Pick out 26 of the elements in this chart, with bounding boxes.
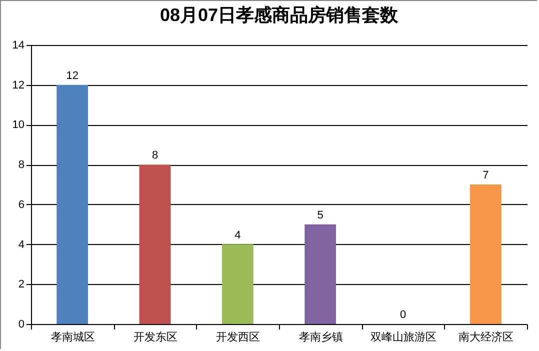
y-tick-label: 10 (12, 119, 24, 132)
data-label: 4 (234, 229, 241, 242)
data-label: 0 (400, 309, 406, 321)
y-tick-label: 2 (18, 278, 24, 291)
bar (139, 164, 171, 324)
data-label: 5 (317, 209, 324, 222)
x-tick-label: 开发东区 (134, 330, 178, 344)
y-tick-label: 6 (18, 198, 24, 211)
data-label: 7 (482, 170, 489, 182)
x-tick-label: 南大经济区 (458, 330, 514, 344)
bar (56, 84, 88, 324)
data-label: 8 (152, 150, 158, 162)
bar (222, 244, 254, 324)
y-tick-label: 12 (12, 79, 24, 92)
y-tick-label: 14 (12, 40, 24, 52)
x-tick-label: 开发西区 (216, 332, 260, 344)
data-label: 12 (66, 70, 78, 82)
bar (304, 224, 336, 324)
y-tick-label: 8 (18, 159, 24, 172)
chart-title: 08月07日孝感商品房销售套数 (160, 5, 400, 25)
x-tick-label: 孝南乡镇 (298, 330, 343, 344)
y-tick-label: 0 (18, 318, 24, 330)
y-tick-label: 4 (18, 238, 24, 251)
x-tick-label: 孝南城区 (50, 330, 95, 344)
bar (470, 184, 502, 324)
x-tick-label: 双峰山旅游区 (370, 330, 436, 344)
